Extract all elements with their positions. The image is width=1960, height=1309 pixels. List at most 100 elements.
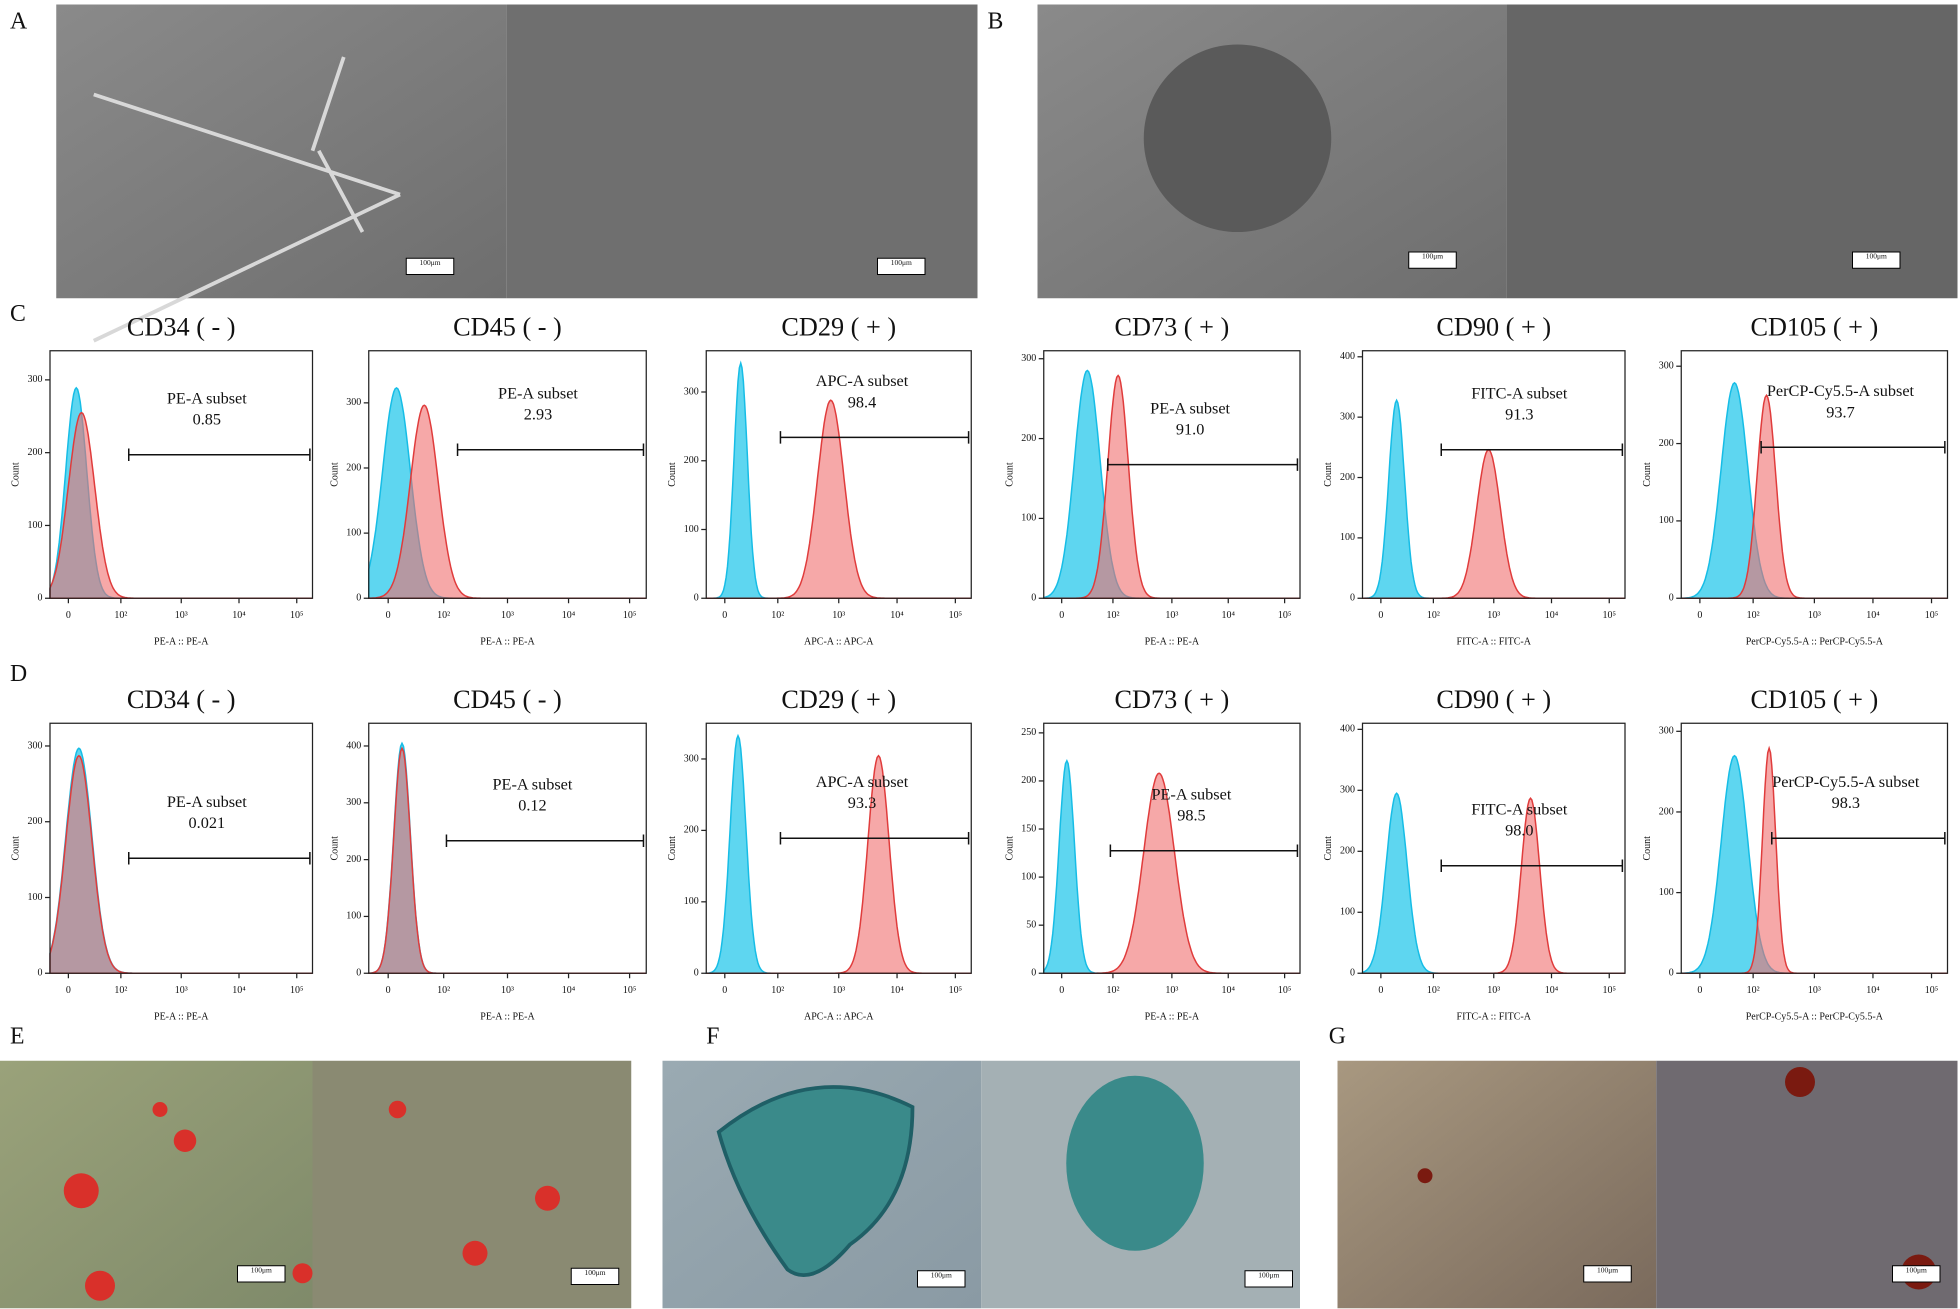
gate-label: PE-A subset — [498, 384, 578, 402]
gate-label: PE-A subset — [167, 389, 247, 407]
x-tick-label: 10² — [1747, 985, 1760, 996]
x-tick-label: 0 — [1378, 985, 1383, 996]
gate-label: FITC-A subset — [1471, 800, 1568, 818]
gate — [1440, 443, 1624, 456]
x-tick-label: 10² — [1747, 610, 1760, 621]
plot-title: CD90 ( + ) — [1436, 685, 1551, 714]
histogram-curve — [1680, 381, 1948, 599]
scale-bar-box — [405, 257, 455, 275]
y-tick-label: 200 — [1021, 433, 1036, 444]
scale-bar-box — [1244, 1270, 1293, 1288]
x-tick-label: 0 — [66, 985, 71, 996]
y-tick-label: 200 — [1340, 472, 1355, 483]
scale-bar-label: 100μm — [584, 1268, 605, 1277]
x-tick-label: 10⁴ — [1866, 610, 1880, 621]
x-tick-label: 10² — [1106, 985, 1119, 996]
x-tick-label: 0 — [722, 610, 727, 621]
gate-label: PerCP-Cy5.5-A subset — [1767, 382, 1915, 400]
gate — [456, 443, 645, 456]
panel-label: F — [706, 1024, 719, 1050]
histogram-curve — [705, 733, 972, 974]
x-axis-label: PE-A :: PE-A — [480, 1011, 535, 1022]
x-tick-label: 0 — [1697, 985, 1702, 996]
x-tick-label: 10² — [437, 985, 450, 996]
y-tick-label: 0 — [694, 968, 699, 979]
x-tick-label: 10³ — [1165, 610, 1178, 621]
x-axis-label: PerCP-Cy5.5-A :: PerCP-Cy5.5-A — [1746, 1011, 1884, 1022]
y-tick-label: 100 — [28, 892, 43, 903]
pellet — [716, 1085, 915, 1277]
gate — [779, 832, 970, 845]
plot-title: CD45 ( - ) — [453, 685, 562, 714]
y-tick-label: 0 — [1031, 968, 1036, 979]
y-tick-label: 100 — [1659, 515, 1674, 526]
x-tick-label: 10³ — [832, 610, 845, 621]
x-tick-label: 10² — [771, 985, 784, 996]
gate-value: 98.3 — [1832, 794, 1860, 812]
x-tick-label: 10⁴ — [1222, 610, 1236, 621]
gate-label: PE-A subset — [1150, 399, 1230, 417]
plot-title: CD34 ( - ) — [127, 313, 236, 342]
y-tick-label: 100 — [28, 520, 43, 531]
y-tick-label: 200 — [684, 455, 699, 466]
y-axis-label: Count — [11, 462, 22, 487]
y-axis-label: Count — [329, 462, 340, 487]
y-tick-label: 200 — [1659, 438, 1674, 449]
scale-bar-label: 100μm — [1866, 252, 1887, 261]
x-axis-label: PE-A :: PE-A — [1145, 1011, 1200, 1022]
x-tick-label: 10⁵ — [1925, 610, 1939, 621]
x-tick-label: 10⁴ — [890, 610, 904, 621]
x-tick-label: 10⁵ — [1603, 985, 1617, 996]
scale-bar-label: 100μm — [1258, 1270, 1279, 1279]
x-tick-label: 10³ — [1165, 985, 1178, 996]
y-tick-label: 100 — [1021, 513, 1036, 524]
y-tick-label: 200 — [1021, 775, 1036, 786]
x-tick-label: 10⁴ — [232, 610, 246, 621]
gate-value: 93.7 — [1826, 403, 1854, 421]
plot-title: CD90 ( + ) — [1436, 313, 1551, 342]
histogram-curve — [1361, 792, 1625, 974]
x-axis-label: FITC-A :: FITC-A — [1457, 636, 1532, 647]
y-tick-label: 200 — [346, 462, 361, 473]
x-tick-label: 10⁵ — [623, 985, 637, 996]
x-tick-label: 10⁴ — [1222, 985, 1236, 996]
x-tick-label: 10⁵ — [1925, 985, 1939, 996]
x-tick-label: 10⁴ — [562, 985, 576, 996]
x-tick-label: 10⁴ — [1545, 985, 1559, 996]
plot-title: CD34 ( - ) — [127, 685, 236, 714]
y-tick-label: 100 — [346, 527, 361, 538]
y-tick-label: 300 — [346, 397, 361, 408]
gate-label: PerCP-Cy5.5-A subset — [1772, 773, 1920, 791]
gate-value: 91.0 — [1176, 421, 1204, 439]
gate-value: 0.12 — [518, 797, 546, 815]
x-axis-label: PE-A :: PE-A — [154, 636, 209, 647]
scale-bar-box — [237, 1265, 286, 1283]
x-tick-label: 10² — [437, 610, 450, 621]
x-tick-label: 10⁴ — [1866, 985, 1880, 996]
x-tick-label: 10⁵ — [623, 610, 637, 621]
gate — [1771, 832, 1946, 845]
scale-bar-label: 100μm — [1906, 1265, 1927, 1274]
x-axis-label: APC-A :: APC-A — [804, 636, 874, 647]
pellet — [1066, 1075, 1204, 1251]
y-tick-label: 200 — [684, 825, 699, 836]
gate-value: 91.3 — [1505, 406, 1533, 424]
panel-label: B — [988, 9, 1004, 35]
y-tick-label: 300 — [1021, 353, 1036, 364]
plot-title: CD45 ( - ) — [453, 313, 562, 342]
gate — [779, 431, 970, 444]
y-tick-label: 300 — [1659, 726, 1674, 737]
x-tick-label: 10² — [1427, 985, 1440, 996]
x-tick-label: 10³ — [1487, 610, 1500, 621]
x-axis-label: FITC-A :: FITC-A — [1457, 1011, 1532, 1022]
gate — [128, 852, 311, 865]
panel-label: D — [10, 661, 27, 687]
x-tick-label: 10⁴ — [562, 610, 576, 621]
y-tick-label: 0 — [356, 968, 361, 979]
x-tick-label: 0 — [66, 610, 71, 621]
y-tick-label: 0 — [1350, 593, 1355, 604]
y-tick-label: 400 — [346, 740, 361, 751]
y-tick-label: 0 — [1669, 593, 1674, 604]
x-tick-label: 0 — [1059, 610, 1064, 621]
x-tick-label: 0 — [722, 985, 727, 996]
